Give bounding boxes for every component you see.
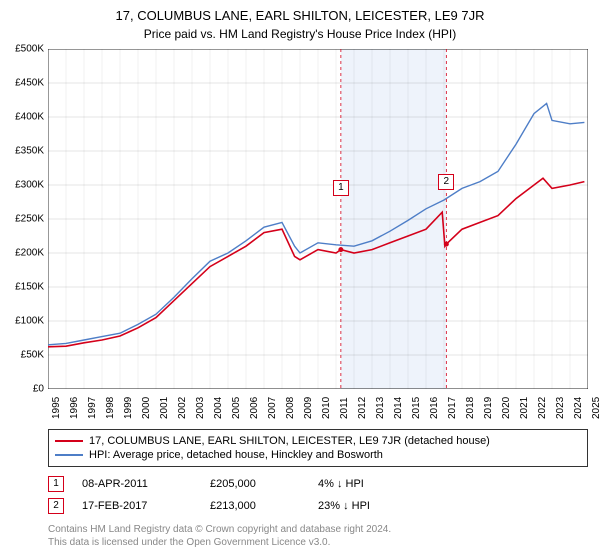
x-tick-label: 2020 — [501, 397, 512, 419]
x-tick-label: 2017 — [447, 397, 458, 419]
chart-container: 17, COLUMBUS LANE, EARL SHILTON, LEICEST… — [0, 0, 600, 560]
x-tick-label: 1995 — [51, 397, 62, 419]
x-tick-label: 2001 — [159, 397, 170, 419]
chart-subtitle: Price paid vs. HM Land Registry's House … — [0, 23, 600, 49]
legend-label: 17, COLUMBUS LANE, EARL SHILTON, LEICEST… — [89, 435, 490, 447]
y-tick-label: £200K — [15, 248, 44, 259]
x-tick-label: 2013 — [375, 397, 386, 419]
x-tick-label: 2000 — [141, 397, 152, 419]
x-tick-label: 2007 — [267, 397, 278, 419]
y-tick-label: £50K — [21, 350, 44, 361]
sale-marker: 1 — [48, 476, 64, 492]
y-tick-label: £100K — [15, 316, 44, 327]
legend: 17, COLUMBUS LANE, EARL SHILTON, LEICEST… — [48, 429, 588, 467]
x-tick-label: 1997 — [87, 397, 98, 419]
chart-svg — [48, 49, 588, 389]
legend-swatch — [55, 454, 83, 456]
x-tick-label: 2002 — [177, 397, 188, 419]
legend-swatch — [55, 440, 83, 442]
chart-title: 17, COLUMBUS LANE, EARL SHILTON, LEICEST… — [0, 0, 600, 23]
x-tick-label: 2016 — [429, 397, 440, 419]
x-tick-label: 2009 — [303, 397, 314, 419]
x-tick-label: 2015 — [411, 397, 422, 419]
x-tick-label: 2010 — [321, 397, 332, 419]
sale-marker-number: 2 — [53, 500, 59, 511]
y-tick-label: £300K — [15, 180, 44, 191]
x-tick-label: 2022 — [537, 397, 548, 419]
footer: Contains HM Land Registry data © Crown c… — [48, 523, 588, 549]
x-axis-labels: 1995 1996 1997 1998 1999 2000 2001 2002 2003 2004… — [48, 389, 588, 423]
chart-plot-area: £0£50K£100K£150K£200K£250K£300K£350K£400… — [48, 49, 588, 389]
x-tick-label: 1999 — [123, 397, 134, 419]
footer-line: This data is licensed under the Open Gov… — [48, 536, 588, 549]
x-tick-label: 2025 — [591, 397, 600, 419]
x-tick-label: 2012 — [357, 397, 368, 419]
y-tick-label: £250K — [15, 214, 44, 225]
x-tick-label: 2019 — [483, 397, 494, 419]
x-tick-label: 1998 — [105, 397, 116, 419]
y-tick-label: £350K — [15, 146, 44, 157]
y-tick-label: £400K — [15, 112, 44, 123]
sale-price: £213,000 — [210, 500, 300, 512]
x-tick-label: 2004 — [213, 397, 224, 419]
y-tick-label: £500K — [15, 44, 44, 55]
x-tick-label: 2024 — [573, 397, 584, 419]
y-tick-label: £0 — [33, 384, 44, 395]
legend-row: 17, COLUMBUS LANE, EARL SHILTON, LEICEST… — [55, 434, 581, 448]
legend-label: HPI: Average price, detached house, Hinc… — [89, 449, 383, 461]
sale-date: 17-FEB-2017 — [82, 500, 192, 512]
sales-table: 1 08-APR-2011 £205,000 4% ↓ HPI 2 17-FEB… — [48, 473, 588, 517]
sale-marker: 2 — [48, 498, 64, 514]
sale-row: 2 17-FEB-2017 £213,000 23% ↓ HPI — [48, 495, 588, 517]
x-tick-label: 2014 — [393, 397, 404, 419]
x-tick-label: 2008 — [285, 397, 296, 419]
x-tick-label: 2018 — [465, 397, 476, 419]
x-tick-label: 1996 — [69, 397, 80, 419]
sale-pct-vs-hpi: 4% ↓ HPI — [318, 478, 438, 490]
y-tick-label: £450K — [15, 78, 44, 89]
footer-line: Contains HM Land Registry data © Crown c… — [48, 523, 588, 536]
x-tick-label: 2011 — [339, 397, 350, 419]
sale-date: 08-APR-2011 — [82, 478, 192, 490]
sale-pct-vs-hpi: 23% ↓ HPI — [318, 500, 438, 512]
chart-marker: 2 — [438, 174, 454, 190]
sale-price: £205,000 — [210, 478, 300, 490]
x-tick-label: 2006 — [249, 397, 260, 419]
x-tick-label: 2023 — [555, 397, 566, 419]
x-tick-label: 2005 — [231, 397, 242, 419]
chart-marker: 1 — [333, 180, 349, 196]
x-tick-label: 2021 — [519, 397, 530, 419]
sale-marker-number: 1 — [53, 478, 59, 489]
y-tick-label: £150K — [15, 282, 44, 293]
legend-row: HPI: Average price, detached house, Hinc… — [55, 448, 581, 462]
sale-row: 1 08-APR-2011 £205,000 4% ↓ HPI — [48, 473, 588, 495]
x-tick-label: 2003 — [195, 397, 206, 419]
